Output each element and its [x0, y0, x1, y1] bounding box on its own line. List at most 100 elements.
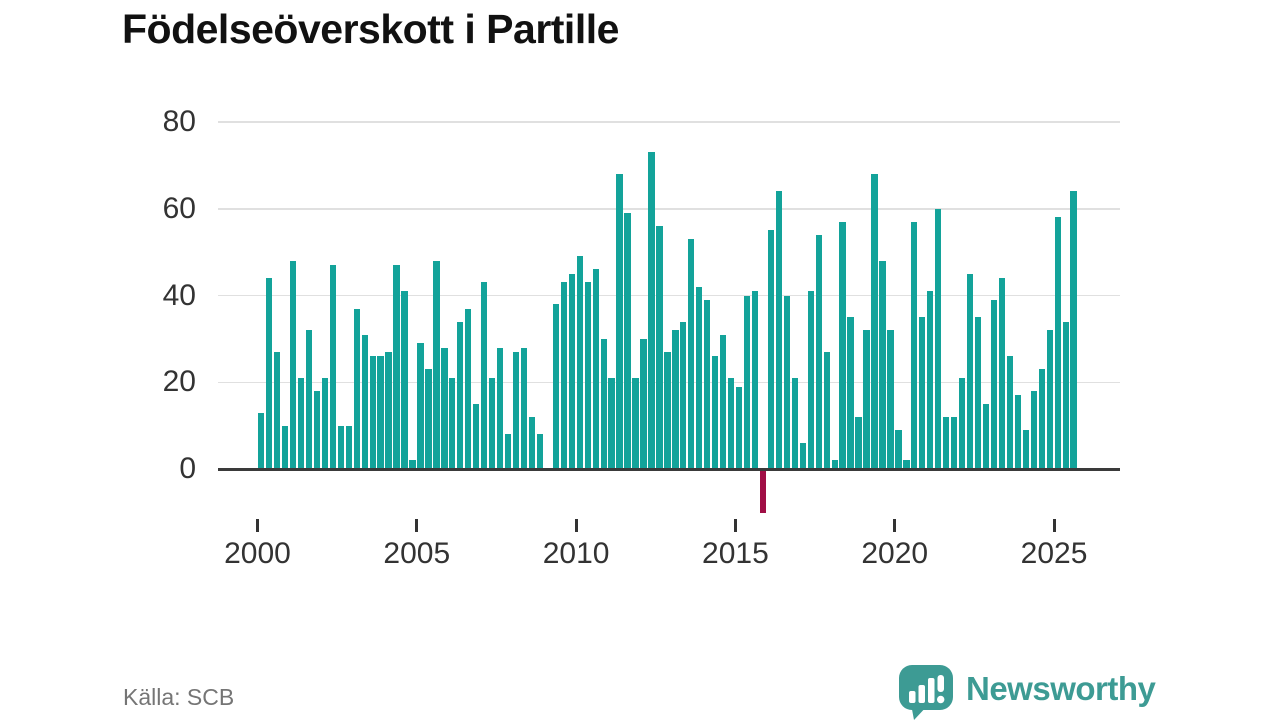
chart-title: Födelseöverskott i Partille — [122, 6, 619, 52]
bar — [417, 343, 424, 469]
bar — [616, 174, 623, 469]
bar — [775, 191, 783, 469]
bar — [903, 460, 910, 469]
bar — [337, 425, 344, 469]
bar — [823, 351, 830, 469]
bar — [1022, 429, 1029, 469]
bar — [377, 356, 384, 469]
gridline-80 — [218, 121, 1120, 123]
bar — [799, 442, 806, 469]
bar — [600, 338, 607, 469]
bar — [935, 208, 942, 469]
bar — [321, 377, 329, 469]
bar — [1014, 395, 1022, 469]
bar — [345, 425, 352, 469]
bar — [919, 317, 926, 469]
x-axis-tick-label: 2025 — [1020, 537, 1088, 570]
bar — [258, 412, 265, 469]
bar — [441, 347, 448, 469]
y-axis-tick-label: 80 — [162, 105, 196, 138]
bar — [720, 334, 727, 469]
bar — [361, 334, 368, 469]
bar — [512, 351, 520, 469]
bar — [504, 434, 512, 469]
bar — [1054, 217, 1061, 469]
bar — [624, 213, 631, 469]
gridline-60 — [218, 208, 1120, 210]
bar — [329, 265, 336, 469]
bar — [496, 347, 504, 469]
source-note: Källa: SCB — [123, 684, 235, 710]
bar — [951, 416, 958, 469]
bar — [895, 429, 902, 469]
bar — [1062, 321, 1069, 469]
bar — [990, 299, 998, 469]
bar — [313, 390, 321, 469]
bar — [871, 174, 878, 469]
bar — [393, 265, 400, 469]
bar — [1006, 356, 1014, 469]
bar — [305, 330, 313, 469]
bar — [273, 351, 281, 469]
bar — [640, 338, 647, 469]
bar — [966, 273, 974, 469]
bar — [712, 356, 719, 469]
x-axis-tick-label: 2005 — [383, 537, 451, 570]
bar — [1030, 390, 1037, 469]
x-axis-line — [218, 467, 1120, 471]
bar — [409, 460, 416, 469]
bar — [369, 356, 376, 469]
bar — [879, 260, 886, 469]
bar — [536, 434, 544, 469]
bar — [664, 351, 671, 469]
x-axis-tick — [893, 519, 897, 532]
bar — [353, 308, 360, 469]
bar — [927, 291, 934, 469]
bar — [839, 221, 846, 469]
bar — [688, 239, 695, 469]
x-axis-tick-label: 2020 — [861, 537, 929, 570]
bar — [998, 278, 1006, 469]
bar — [568, 273, 575, 469]
bar — [552, 304, 560, 469]
y-axis-tick-label: 40 — [162, 278, 196, 312]
y-axis-tick-label: 0 — [179, 452, 196, 485]
bar — [974, 317, 982, 469]
bar — [632, 377, 639, 469]
bar — [576, 256, 583, 469]
bar — [560, 282, 567, 469]
bar — [481, 282, 488, 469]
bar — [743, 295, 751, 469]
bar — [1070, 191, 1077, 469]
bar — [815, 234, 822, 469]
bar — [982, 403, 990, 469]
bar — [385, 351, 392, 469]
bar — [751, 291, 759, 469]
bar — [489, 377, 496, 469]
x-axis-tick-label: 2010 — [542, 537, 610, 570]
bar — [265, 278, 273, 469]
bar — [297, 377, 305, 469]
bar — [943, 416, 950, 469]
bar — [704, 299, 711, 469]
bar — [696, 286, 703, 469]
bar — [473, 403, 480, 469]
bar — [958, 377, 966, 469]
bar — [281, 425, 289, 469]
bar — [457, 321, 464, 469]
bar — [656, 226, 663, 469]
bar — [855, 416, 862, 469]
bar — [520, 347, 528, 469]
bar — [783, 295, 791, 469]
bar — [289, 260, 297, 469]
x-axis-tick-label: 2015 — [702, 537, 769, 570]
bar — [1046, 330, 1053, 469]
y-axis-tick-label: 20 — [162, 365, 196, 399]
x-axis-tick — [256, 519, 259, 532]
bar — [727, 377, 735, 469]
x-axis-tick — [1052, 519, 1056, 532]
y-axis-tick-label: 60 — [162, 191, 196, 225]
bar — [831, 460, 838, 469]
bar — [791, 377, 798, 469]
